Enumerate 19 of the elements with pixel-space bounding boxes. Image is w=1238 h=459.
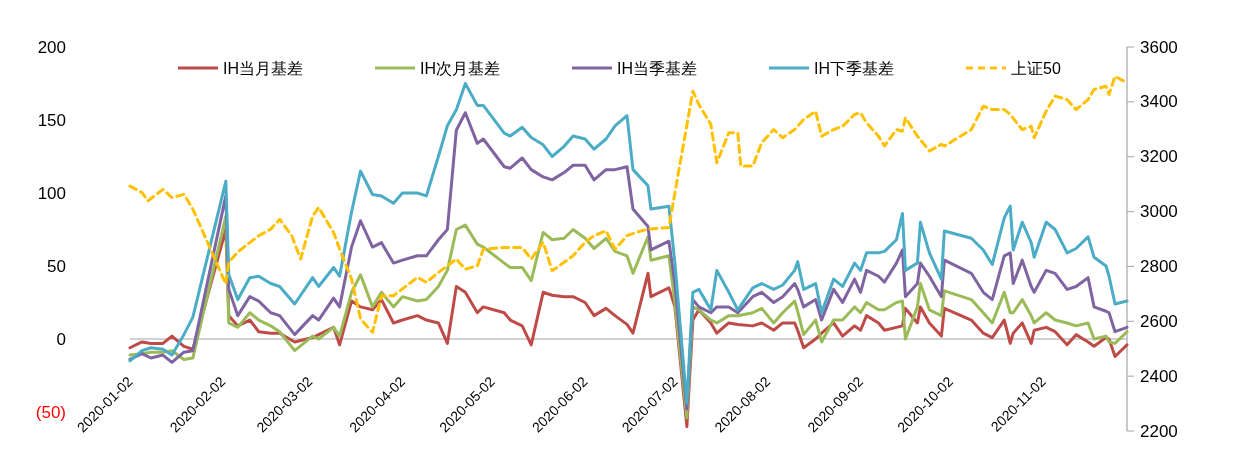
legend-label: IH下季基差 (814, 59, 894, 77)
y-tick-label: 100 (37, 183, 66, 203)
y-tick-label: 0 (56, 329, 66, 349)
y2-tick-label: 2600 (1140, 311, 1178, 331)
legend-label: IH当月基差 (223, 59, 303, 77)
y2-tick-label: 2200 (1140, 421, 1178, 441)
y-tick-label: (50) (35, 402, 66, 422)
y2-tick-label: 3000 (1140, 202, 1178, 222)
y-tick-label: 150 (37, 110, 66, 130)
legend-label: 上证50 (1011, 59, 1061, 77)
y2-tick-label: 3600 (1140, 37, 1178, 57)
y2-tick-label: 2800 (1140, 256, 1178, 276)
legend-label: IH当季基差 (617, 59, 697, 77)
y-tick-label: 200 (37, 37, 66, 57)
y-tick-label: 50 (47, 256, 66, 276)
y2-tick-label: 3200 (1140, 147, 1178, 167)
y2-tick-label: 2400 (1140, 366, 1178, 386)
y2-tick-label: 3400 (1140, 92, 1178, 112)
legend-label: IH次月基差 (420, 59, 500, 77)
